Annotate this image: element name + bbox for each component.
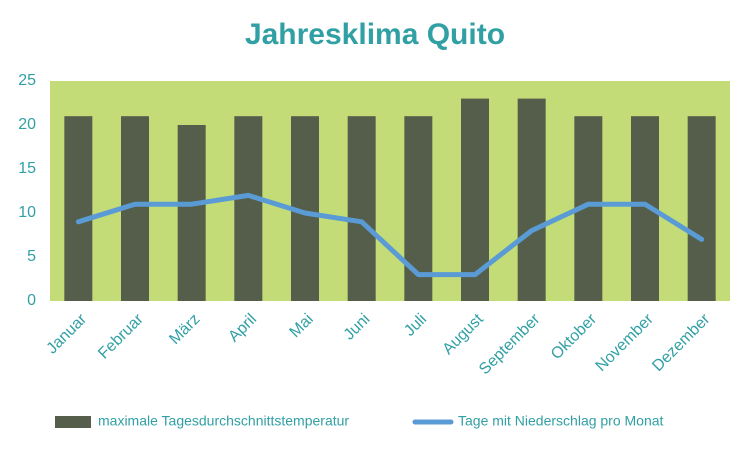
bar (517, 98, 546, 301)
x-tick-label: Juni (341, 311, 374, 344)
x-tick-label: Februar (95, 310, 147, 362)
bar (404, 116, 433, 301)
x-tick-label: März (166, 311, 203, 348)
bar (461, 98, 489, 301)
legend-swatch (55, 416, 91, 428)
y-tick-label: 0 (27, 292, 36, 309)
bar (234, 116, 263, 301)
x-tick-label: Mai (287, 311, 317, 341)
y-tick-label: 25 (18, 72, 36, 89)
y-tick-label: 20 (18, 116, 36, 133)
y-tick-label: 5 (27, 248, 36, 265)
chart-title: Jahresklima Quito (245, 18, 505, 51)
y-tick-label: 10 (18, 204, 36, 221)
x-tick-label: September (476, 310, 544, 378)
bar (177, 125, 206, 301)
x-tick-label: November (593, 310, 658, 375)
line (75, 192, 705, 278)
x-tick-label: April (225, 311, 260, 346)
x-tick-label: Dezember (649, 310, 714, 375)
plot-area (50, 81, 730, 301)
x-tick-label: Juli (401, 311, 430, 340)
bar (347, 116, 376, 301)
x-tick-label: August (440, 310, 488, 358)
bar (64, 116, 93, 301)
x-tick-label: Januar (44, 310, 91, 357)
legend-label: Tage mit Niederschlag pro Monat (458, 413, 664, 429)
bar (687, 116, 716, 301)
legend-label: maximale Tagesdurchschnittstemperatur (98, 413, 349, 429)
y-tick-label: 15 (18, 160, 36, 177)
x-tick-label: Oktober (548, 310, 601, 363)
